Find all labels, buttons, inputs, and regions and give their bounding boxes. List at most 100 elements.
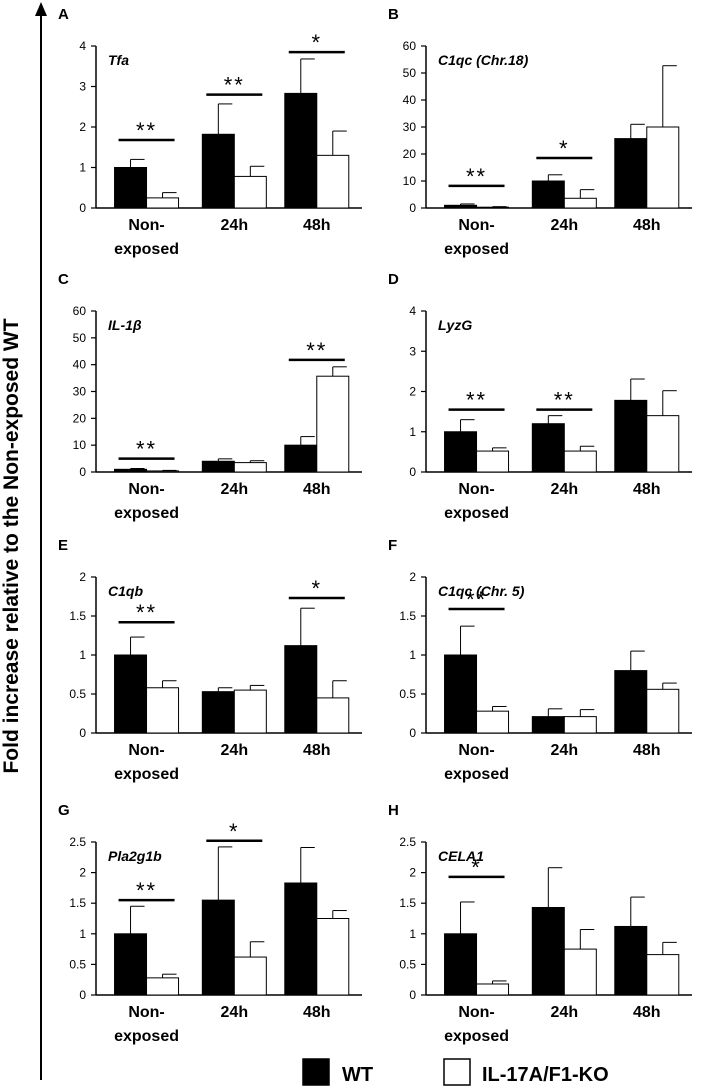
x-tick-label: Non- bbox=[458, 1004, 494, 1021]
bar-wt bbox=[201, 460, 235, 473]
y-tick-label: 30 bbox=[73, 385, 87, 399]
y-tick-label: 0 bbox=[79, 988, 86, 1002]
bar-wt bbox=[614, 399, 648, 473]
bar-ko bbox=[563, 948, 597, 996]
y-tick-label: 0 bbox=[409, 201, 416, 215]
y-tick-label: 2 bbox=[409, 570, 416, 584]
x-tick-label: 24h bbox=[551, 481, 579, 498]
y-tick-label: 20 bbox=[73, 411, 87, 425]
panel-d: D LyzG 0 1 2 3 4 Non-exposed 24h 48h ** ** bbox=[388, 271, 692, 522]
significance-label: ** bbox=[136, 878, 157, 903]
bar-wt bbox=[114, 167, 148, 209]
bar-ko bbox=[646, 688, 680, 734]
y-tick-label: 10 bbox=[73, 438, 87, 452]
x-tick-label: 48h bbox=[303, 481, 331, 498]
bar-ko bbox=[316, 375, 350, 473]
y-tick-label: 1.5 bbox=[69, 609, 86, 623]
bar-ko bbox=[146, 977, 180, 996]
bar-ko bbox=[476, 450, 510, 473]
x-tick-label: exposed bbox=[114, 1028, 179, 1045]
y-tick-label: 40 bbox=[73, 358, 87, 372]
panel-h: H CELA1 0 0.5 1 1.5 2 2.5 Non-exposed 24h 48h * bbox=[388, 802, 692, 1045]
y-tick-label: 4 bbox=[79, 39, 86, 53]
legend-wt-label: WT bbox=[342, 1064, 373, 1086]
x-tick-label: exposed bbox=[114, 766, 179, 783]
y-tick-label: 1.5 bbox=[399, 896, 416, 910]
x-tick-label: 48h bbox=[303, 217, 331, 234]
panel-letter: D bbox=[388, 271, 399, 288]
significance-label: ** bbox=[224, 73, 245, 98]
significance-label: ** bbox=[136, 437, 157, 462]
bar-ko bbox=[233, 689, 267, 734]
panel-letter: A bbox=[58, 6, 69, 23]
bar-ko bbox=[316, 154, 350, 209]
panel-letter: B bbox=[388, 6, 399, 23]
x-tick-label: exposed bbox=[444, 766, 509, 783]
panel-letter: H bbox=[388, 802, 399, 819]
x-tick-label: 48h bbox=[633, 742, 661, 759]
x-tick-label: Non- bbox=[458, 481, 494, 498]
x-tick-label: 24h bbox=[221, 1004, 249, 1021]
x-tick-label: 48h bbox=[633, 481, 661, 498]
panel-f: F C1qc (Chr. 5) 0 0.5 1 1.5 2 Non-exposed 24h 48h… bbox=[388, 537, 692, 783]
bar-ko bbox=[146, 197, 180, 209]
x-tick-label: exposed bbox=[444, 1028, 509, 1045]
significance-label: ** bbox=[554, 388, 575, 413]
y-tick-label: 2 bbox=[409, 866, 416, 880]
x-tick-label: exposed bbox=[114, 505, 179, 522]
y-tick-label: 50 bbox=[73, 331, 87, 345]
bar-ko bbox=[316, 697, 350, 734]
y-tick-label: 4 bbox=[409, 304, 416, 318]
bar-ko bbox=[563, 197, 597, 209]
y-tick-label: 30 bbox=[403, 120, 417, 134]
y-tick-label: 1 bbox=[79, 927, 86, 941]
x-tick-label: exposed bbox=[444, 241, 509, 258]
y-tick-label: 0.5 bbox=[69, 687, 86, 701]
bar-wt bbox=[201, 133, 235, 209]
bar-wt bbox=[614, 925, 648, 996]
y-tick-label: 2 bbox=[79, 120, 86, 134]
x-tick-label: Non- bbox=[128, 742, 164, 759]
y-axis-arrow-head bbox=[35, 2, 47, 16]
bar-wt bbox=[114, 654, 148, 734]
x-tick-label: 48h bbox=[303, 1004, 331, 1021]
gene-label: LyzG bbox=[438, 317, 472, 333]
y-tick-label: 0 bbox=[409, 465, 416, 479]
bar-wt bbox=[444, 654, 478, 734]
y-tick-label: 1.5 bbox=[399, 609, 416, 623]
bar-wt bbox=[531, 423, 565, 473]
legend-ko-label: IL-17A/F1-KO bbox=[482, 1064, 609, 1086]
significance-label: * bbox=[311, 30, 322, 55]
bar-ko bbox=[563, 716, 597, 734]
y-tick-label: 0 bbox=[79, 465, 86, 479]
y-tick-label: 0.5 bbox=[69, 957, 86, 971]
y-tick-label: 1 bbox=[79, 161, 86, 175]
bar-ko bbox=[233, 462, 267, 473]
x-tick-label: 24h bbox=[221, 217, 249, 234]
significance-label: * bbox=[471, 855, 482, 880]
x-tick-label: exposed bbox=[444, 505, 509, 522]
panel-letter: C bbox=[58, 271, 69, 288]
y-tick-label: 2 bbox=[79, 570, 86, 584]
significance-label: * bbox=[559, 136, 570, 161]
gene-label: C1qc (Chr.18) bbox=[438, 52, 529, 68]
x-tick-label: 48h bbox=[303, 742, 331, 759]
panel-letter: E bbox=[58, 537, 68, 554]
gene-label: CELA1 bbox=[438, 848, 484, 864]
x-tick-label: exposed bbox=[114, 241, 179, 258]
x-tick-label: Non- bbox=[128, 481, 164, 498]
gene-label: Pla2g1b bbox=[108, 848, 162, 864]
y-tick-label: 0 bbox=[409, 988, 416, 1002]
gene-label: IL-1β bbox=[108, 317, 142, 333]
y-tick-label: 1 bbox=[409, 927, 416, 941]
legend: WT IL-17A/F1-KO bbox=[302, 1058, 609, 1086]
x-tick-label: Non- bbox=[458, 217, 494, 234]
bar-ko bbox=[316, 918, 350, 996]
y-tick-label: 2 bbox=[409, 385, 416, 399]
x-tick-label: 48h bbox=[633, 1004, 661, 1021]
legend-wt-swatch bbox=[302, 1058, 330, 1086]
bar-ko bbox=[476, 710, 510, 734]
y-tick-label: 0 bbox=[79, 201, 86, 215]
